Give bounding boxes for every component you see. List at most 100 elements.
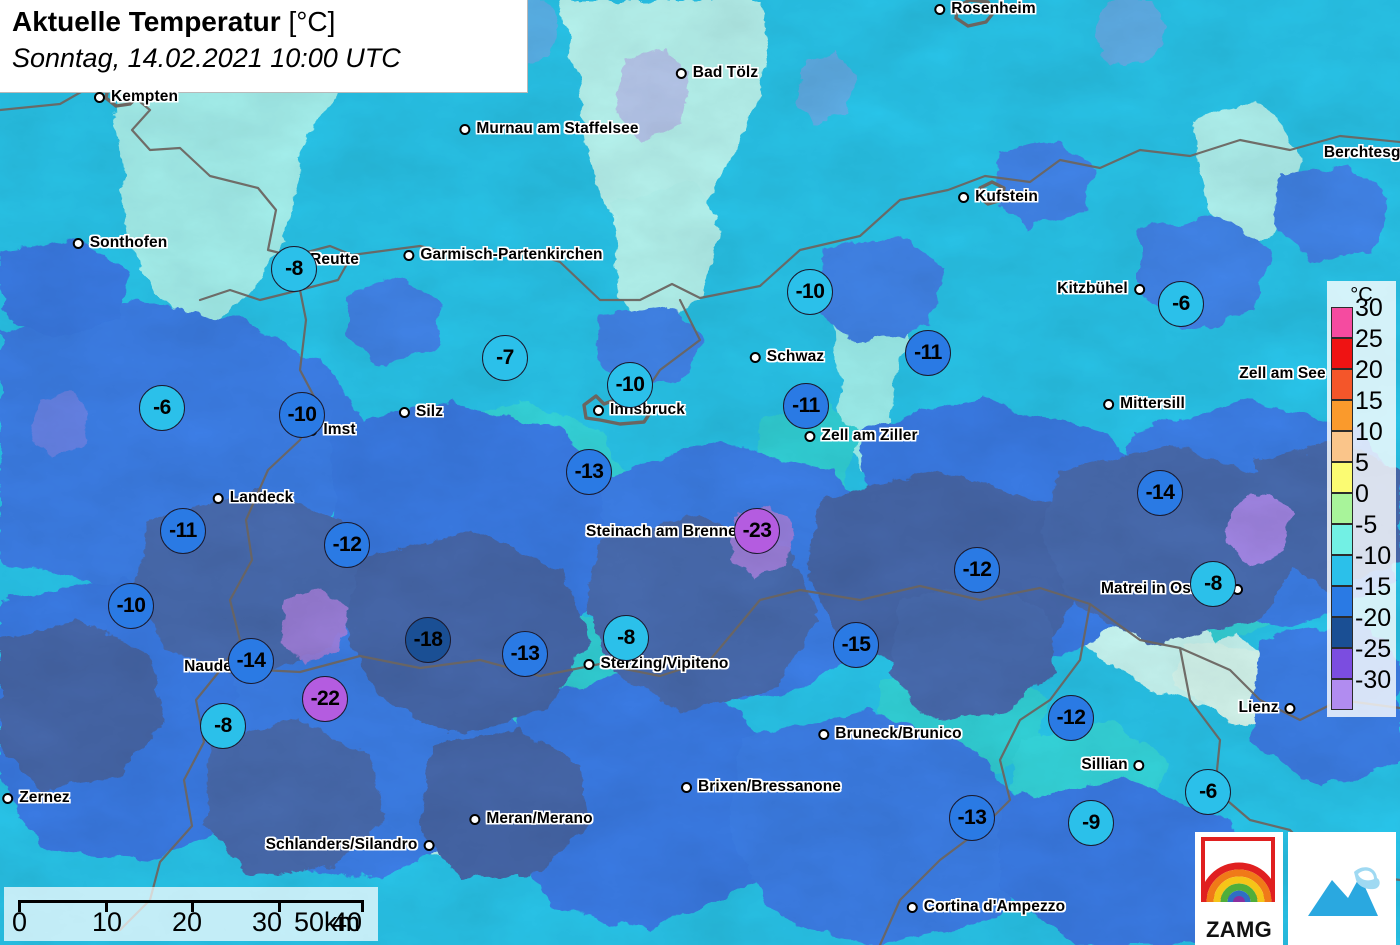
city-label: Schwaz [766,348,825,365]
city-marker[interactable]: Garmisch-Partenkirchen [403,246,603,264]
legend-swatch [1331,400,1353,431]
temperature-bubble[interactable]: -13 [949,795,995,841]
city-marker[interactable]: Mittersill [1103,395,1185,413]
legend-row: 25 [1331,327,1396,369]
city-dot-icon [583,658,595,670]
temperature-bubble[interactable]: -12 [954,547,1000,593]
city-marker[interactable]: Sillian [1081,756,1145,774]
city-marker[interactable]: Sonthofen [72,234,168,252]
city-marker[interactable]: Murnau am Staffelsee [459,120,639,138]
temperature-bubble[interactable]: -8 [271,246,317,292]
city-marker[interactable]: Kempten [93,88,178,106]
city-label: Landeck [229,489,294,506]
temperature-bubble[interactable]: -11 [160,508,206,554]
city-dot-icon [423,839,435,851]
scale-tick-label: 30 [252,907,283,937]
city-marker[interactable]: Rosenheim [934,0,1036,18]
city-dot-icon [804,430,816,442]
city-marker[interactable]: Brixen/Bressanone [681,778,841,796]
temperature-bubble[interactable]: -6 [1158,281,1204,327]
temperature-bubble[interactable]: -18 [405,617,451,663]
temperature-bubble[interactable]: -15 [833,622,879,668]
logo-bar: ZAMG [1195,832,1396,945]
legend-value-label: 30 [1355,294,1383,322]
legend-value-label: 0 [1355,480,1369,508]
legend-value-label: -20 [1355,604,1392,632]
temperature-bubble[interactable]: -6 [139,385,185,431]
city-dot-icon [2,792,14,804]
legend-swatch [1331,617,1353,648]
city-dot-icon [749,351,761,363]
legend-row: 10 [1331,420,1396,462]
temperature-bubble[interactable]: -14 [228,638,274,684]
city-dot-icon [675,67,687,79]
legend-row: -25 [1331,637,1396,679]
temperature-bubble[interactable]: -23 [734,508,780,554]
city-dot-icon [681,781,693,793]
legend-swatch [1331,493,1353,524]
city-marker[interactable]: Cortina d'Ampezzo [906,898,1065,916]
city-marker[interactable]: Schlanders/Silandro [266,836,435,854]
city-marker[interactable]: Kitzbühel [1057,280,1145,298]
temperature-bubble[interactable]: -13 [566,449,612,495]
temperature-bubble[interactable]: -12 [324,522,370,568]
scale-tick [104,900,108,912]
temperature-bubble[interactable]: -9 [1068,800,1114,846]
city-marker[interactable]: Meran/Merano [469,810,593,828]
temperature-bubble[interactable]: -8 [603,615,649,661]
scale-tick [191,900,194,912]
city-marker[interactable]: Kufstein [958,188,1038,206]
legend-value-label: -30 [1355,666,1392,694]
city-dot-icon [398,406,410,418]
scale-tick-label: 0 [12,907,28,937]
temperature-bubble[interactable]: -11 [783,383,829,429]
temperature-bubble[interactable]: -10 [607,362,653,408]
city-label: Schlanders/Silandro [265,836,418,853]
zamg-wordmark: ZAMG [1206,917,1272,942]
city-label: Imst [323,421,356,438]
city-marker[interactable]: Silz [398,403,444,421]
city-marker[interactable]: Berchtesgaden [1324,144,1400,162]
city-dot-icon [1133,283,1145,295]
city-label: Brixen/Bressanone [698,778,841,795]
temperature-bubble[interactable]: -10 [787,269,833,315]
legend-swatch [1331,586,1353,617]
temperature-bubble[interactable]: -14 [1137,470,1183,516]
city-dot-icon [1284,702,1296,714]
temperature-bubble[interactable]: -8 [1190,561,1236,607]
city-label: Zell am Ziller [821,427,918,444]
legend-row: -10 [1331,544,1396,586]
temperature-bubble[interactable]: -7 [482,335,528,381]
city-marker[interactable]: Landeck [212,489,294,507]
city-marker[interactable]: Schwaz [749,348,825,366]
city-marker[interactable]: Bad Tölz [675,64,758,82]
city-marker[interactable]: Zell am Ziller [804,427,917,445]
city-marker[interactable]: Bruneck/Brunico [818,725,962,743]
city-label: Zernez [19,789,70,806]
city-label: Rosenheim [951,0,1036,17]
temperature-bubble[interactable]: -11 [905,330,951,376]
legend-value-label: 25 [1355,325,1383,353]
title-unit: [°C] [288,6,336,37]
city-marker[interactable]: Lienz [1238,699,1296,717]
temperature-bubble[interactable]: -8 [200,703,246,749]
temperature-bubble[interactable]: -12 [1048,695,1094,741]
zamg-rainbow-icon [1201,850,1275,902]
legend-value-label: 5 [1355,449,1369,477]
city-dot-icon [1133,759,1145,771]
scale-tick [277,900,281,912]
legend-rows: 30 25 20 15 10 5 0 -5 -10 -15 -20 -25 -30 [1331,296,1396,710]
temperature-bubble[interactable]: -10 [108,583,154,629]
temperature-bubble[interactable]: -6 [1185,769,1231,815]
temperature-bubble[interactable]: -13 [502,631,548,677]
color-legend: °C 30 25 20 15 10 5 0 -5 -10 -15 -20 -25 -30 [1327,281,1396,717]
temperature-bubble[interactable]: -10 [279,392,325,438]
city-label: Silz [415,403,444,420]
city-dot-icon [906,901,918,913]
city-label: Berchtesgaden [1323,144,1400,161]
city-label: Sillian [1081,756,1128,773]
temperature-bubble[interactable]: -22 [302,676,348,722]
city-marker[interactable]: Sterzing/Vipiteno [583,655,728,673]
city-marker[interactable]: Zernez [2,789,70,807]
